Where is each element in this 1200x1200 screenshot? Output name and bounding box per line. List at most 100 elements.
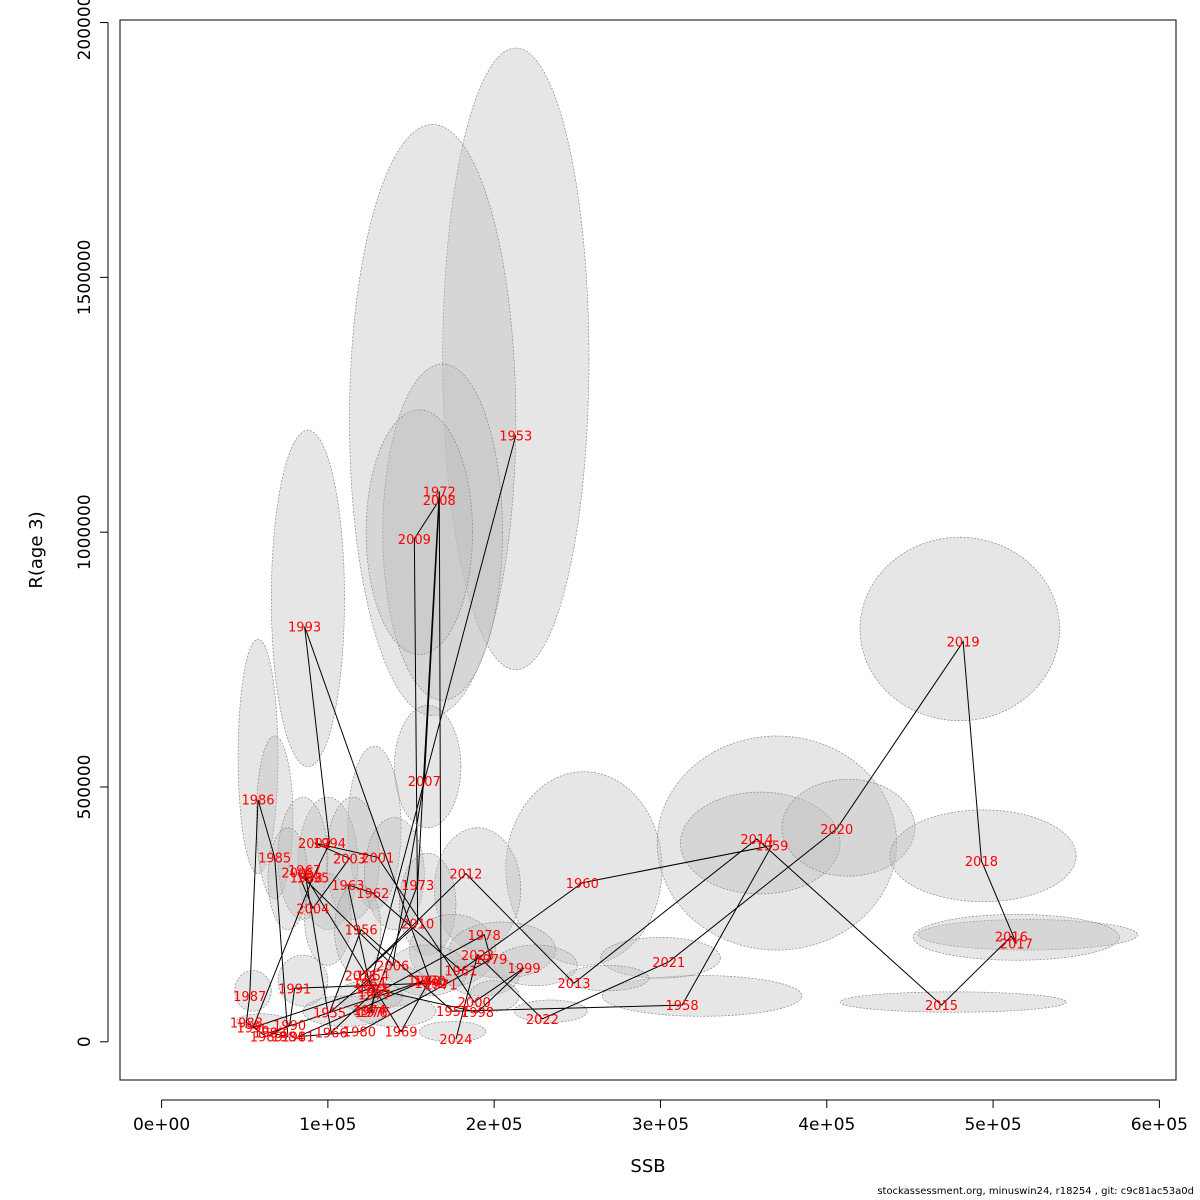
year-label: 2023: [461, 949, 494, 964]
year-label: 1997: [355, 982, 388, 997]
confidence-ellipse: [600, 936, 721, 979]
x-tick-label: 2e+05: [466, 1115, 523, 1135]
year-label: 2007: [408, 775, 441, 790]
confidence-ellipse: [234, 970, 272, 1012]
confidence-ellipse: [513, 999, 588, 1023]
year-label: 1975: [358, 1006, 391, 1021]
year-label: 1974: [353, 1004, 386, 1019]
year-label: 1963: [331, 879, 364, 894]
x-axis-title: SSB: [630, 1156, 665, 1177]
year-label: 2010: [401, 918, 434, 933]
year-label: 1998: [461, 1006, 494, 1021]
year-label: 1980: [343, 1026, 376, 1041]
year-label: 2012: [449, 868, 482, 883]
y-tick-label: 2000000: [75, 0, 95, 60]
year-label: 1993: [288, 620, 321, 635]
year-label: 2000: [458, 996, 491, 1011]
y-axis: 0 500000 1000000 1500000 2000000: [75, 0, 109, 1047]
year-label: 1961: [444, 964, 477, 979]
year-label: 2008: [423, 494, 456, 509]
year-label: 1970: [413, 975, 446, 990]
year-label: 1981: [281, 1031, 314, 1046]
x-tick-label: 3e+05: [632, 1115, 689, 1135]
year-label: 1964: [353, 977, 386, 992]
year-label: 1999: [508, 962, 541, 977]
year-label: 2020: [820, 823, 853, 838]
x-tick-label: 4e+05: [798, 1115, 855, 1135]
year-label: 1983: [253, 1027, 286, 1042]
year-label: 1995: [296, 872, 329, 887]
confidence-ellipse: [493, 944, 578, 987]
year-label: 2018: [965, 855, 998, 870]
year-label: 2006: [376, 959, 409, 974]
confidence-ellipse: [325, 796, 380, 920]
year-label: 1966: [315, 1027, 348, 1042]
year-label: 1973: [401, 879, 434, 894]
year-label: 1985: [258, 851, 291, 866]
year-label: 1977: [358, 988, 391, 1003]
confidence-ellipse: [448, 921, 557, 979]
confidence-ellipse: [365, 409, 473, 655]
year-label: 1984: [271, 1031, 304, 1046]
y-axis-title: R(age 3): [26, 511, 47, 588]
year-label: 1953: [499, 429, 532, 444]
year-label: 1962: [356, 887, 389, 902]
year-label: 2021: [652, 956, 685, 971]
year-labels: 1953 1954 1955 1956 1957 1958 1959 1960 1961 1962…: [230, 429, 1033, 1048]
confidence-ellipse: [237, 638, 279, 874]
year-label: 1967: [288, 864, 321, 879]
confidence-ellipse: [565, 964, 650, 992]
x-tick-label: 1e+05: [299, 1115, 356, 1135]
x-tick-label: 6e+05: [1131, 1115, 1188, 1135]
year-label: 1972: [423, 485, 456, 500]
year-label: 1990: [273, 1019, 306, 1034]
confidence-ellipse: [236, 1013, 287, 1030]
confidence-ellipse: [442, 47, 590, 671]
confidence-ellipse: [839, 991, 1067, 1013]
year-label: 2013: [557, 977, 590, 992]
year-label: 2005: [281, 867, 314, 882]
year-label: 1954: [356, 970, 389, 985]
confidence-ellipse: [382, 363, 503, 701]
year-label: 1991: [278, 982, 311, 997]
confidence-ellipse: [781, 778, 916, 877]
y-tick-label: 0: [75, 1036, 95, 1047]
x-tick-label: 5e+05: [964, 1115, 1021, 1135]
year-label: 2014: [740, 833, 773, 848]
year-label: 1994: [313, 837, 346, 852]
year-label: 1976: [355, 1006, 388, 1021]
year-label: 2003: [333, 852, 366, 867]
confidence-ellipse: [277, 954, 329, 1007]
year-label: 1988: [230, 1016, 263, 1031]
year-label: 2015: [925, 999, 958, 1014]
year-label: 1957: [436, 1005, 469, 1020]
year-label: 2001: [361, 851, 394, 866]
year-label: 1960: [566, 877, 599, 892]
year-label: 2011: [345, 970, 378, 985]
year-label: 1982: [408, 975, 441, 990]
year-label: 1978: [468, 929, 501, 944]
year-label: 1958: [666, 999, 699, 1014]
year-label: 2017: [1000, 937, 1033, 952]
year-label: 1996: [236, 1022, 269, 1037]
year-label: 1956: [345, 924, 378, 939]
confidence-ellipse: [277, 796, 329, 920]
y-tick-label: 1000000: [75, 494, 95, 570]
confidence-ellipse: [349, 124, 517, 716]
confidence-ellipse: [656, 735, 897, 951]
confidence-ellipses: [234, 47, 1139, 1043]
year-label: 1989: [250, 1031, 283, 1046]
x-axis: 0e+00 1e+05 2e+05 3e+05 4e+05 5e+05 6e+05: [133, 1099, 1188, 1135]
confidence-ellipse: [270, 429, 345, 767]
year-label: 1968: [290, 872, 323, 887]
year-label: 1986: [241, 794, 274, 809]
y-tick-label: 1500000: [75, 239, 95, 315]
year-label: 1959: [755, 840, 788, 855]
plot-frame: [119, 19, 1177, 1081]
trajectory-line: [245, 435, 1017, 1040]
year-label: 1979: [474, 953, 507, 968]
confidence-ellipse: [859, 536, 1060, 722]
confidence-ellipse: [917, 919, 1139, 951]
year-label: 1955: [313, 1007, 346, 1022]
